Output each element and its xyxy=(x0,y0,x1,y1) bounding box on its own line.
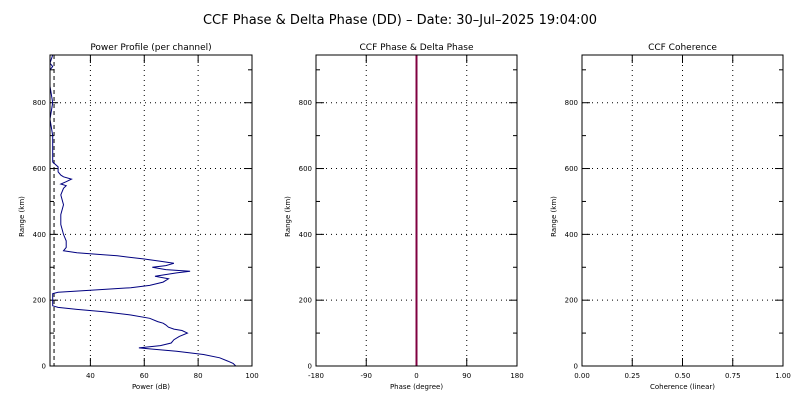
y-tick-label: 0 xyxy=(308,363,312,371)
plot-frame xyxy=(315,54,518,367)
y-tick-label: 0 xyxy=(42,363,46,371)
x-tick-label: -180 xyxy=(308,372,324,380)
x-tick-label: -90 xyxy=(361,372,372,380)
x-tick-label: 90 xyxy=(462,372,471,380)
x-axis-label: Coherence (linear) xyxy=(650,383,715,391)
panel-title: CCF Coherence xyxy=(648,43,717,53)
x-tick-label: 60 xyxy=(140,372,149,380)
y-tick-label: 600 xyxy=(565,165,578,173)
y-axis-label: Range (km) xyxy=(284,196,292,237)
y-tick-label: 0 xyxy=(574,363,578,371)
panels-group: Power Profile (per channel)0200400600800… xyxy=(18,43,791,391)
plot-frame xyxy=(49,54,253,367)
x-tick-label: 0.25 xyxy=(624,372,640,380)
x-tick-label: 40 xyxy=(86,372,95,380)
figure-title: CCF Phase & Delta Phase (DD) – Date: 30–… xyxy=(203,13,597,28)
y-tick-label: 800 xyxy=(565,99,578,107)
y-tick-label: 400 xyxy=(33,231,46,239)
y-tick-label: 600 xyxy=(299,165,312,173)
x-axis-label: Power (dB) xyxy=(132,383,170,391)
x-tick-label: 0.75 xyxy=(725,372,741,380)
plot-frame xyxy=(581,54,784,367)
x-tick-label: 1.00 xyxy=(775,372,791,380)
x-tick-label: 0.50 xyxy=(675,372,691,380)
y-tick-label: 200 xyxy=(299,297,312,305)
y-axis-label: Range (km) xyxy=(550,196,558,237)
x-axis-label: Phase (degree) xyxy=(390,383,443,391)
panel-title: CCF Phase & Delta Phase xyxy=(360,43,474,53)
x-tick-label: 100 xyxy=(245,372,258,380)
x-tick-label: 80 xyxy=(194,372,203,380)
y-tick-label: 200 xyxy=(565,297,578,305)
y-tick-label: 600 xyxy=(33,165,46,173)
y-tick-label: 800 xyxy=(299,99,312,107)
x-tick-label: 0.00 xyxy=(574,372,590,380)
panel-1: Power Profile (per channel) 0 200 400 600 800… xyxy=(18,43,259,391)
y-tick-label: 200 xyxy=(33,297,46,305)
x-tick-label: 0 xyxy=(414,372,418,380)
y-tick-label: 800 xyxy=(33,99,46,107)
panel-title: Power Profile (per channel) xyxy=(90,43,211,53)
power-profile-line xyxy=(49,54,237,367)
x-tick-label: 180 xyxy=(510,372,523,380)
y-tick-label: 400 xyxy=(565,231,578,239)
panel-2: CCF Phase & Delta Phase 0 200 400 600 800 -180… xyxy=(284,43,524,391)
y-axis-label: Range (km) xyxy=(18,196,26,237)
y-tick-label: 400 xyxy=(299,231,312,239)
panel-3: CCF Coherence 0 200 400 600 800 0.00 0.25 0.50 0.… xyxy=(550,43,791,391)
